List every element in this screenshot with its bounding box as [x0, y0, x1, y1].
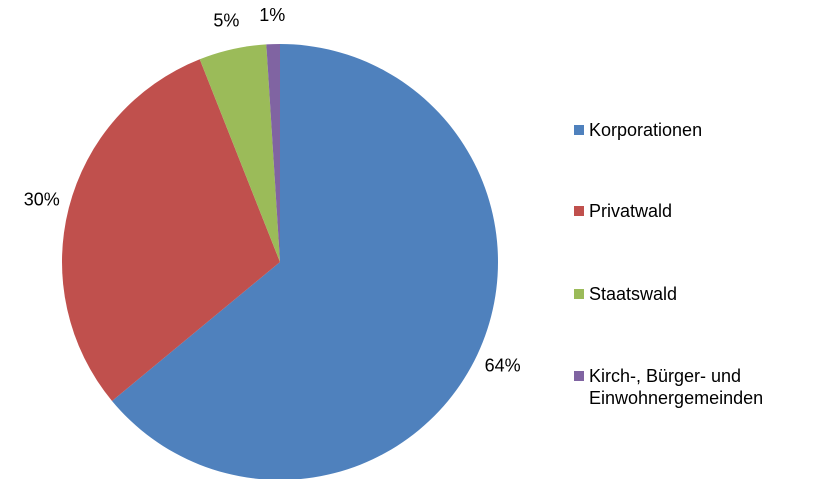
- legend-swatch: [574, 371, 584, 381]
- legend-item: Staatswald: [574, 283, 824, 305]
- legend-label: Privatwald: [589, 201, 673, 221]
- legend-swatch: [574, 289, 584, 299]
- legend-item: Privatwald: [574, 200, 824, 222]
- legend-swatch: [574, 206, 584, 216]
- data-label: 5%: [213, 11, 239, 31]
- legend-label: Korporationen: [589, 120, 703, 140]
- pie-slice: [199, 44, 280, 262]
- legend-label: Staatswald: [589, 284, 678, 304]
- legend-swatch: [574, 125, 584, 135]
- pie-slice: [266, 44, 280, 262]
- pie-slice: [61, 59, 280, 401]
- legend-label: Kirch-, Bürger- und Einwohnergemeinden: [589, 366, 764, 408]
- legend-item: Kirch-, Bürger- und Einwohnergemeinden: [574, 365, 824, 409]
- data-label: 1%: [259, 5, 285, 25]
- legend-item: Korporationen: [574, 119, 824, 141]
- data-label: 30%: [24, 190, 60, 210]
- pie-slice: [112, 44, 498, 479]
- data-label: 64%: [485, 355, 521, 375]
